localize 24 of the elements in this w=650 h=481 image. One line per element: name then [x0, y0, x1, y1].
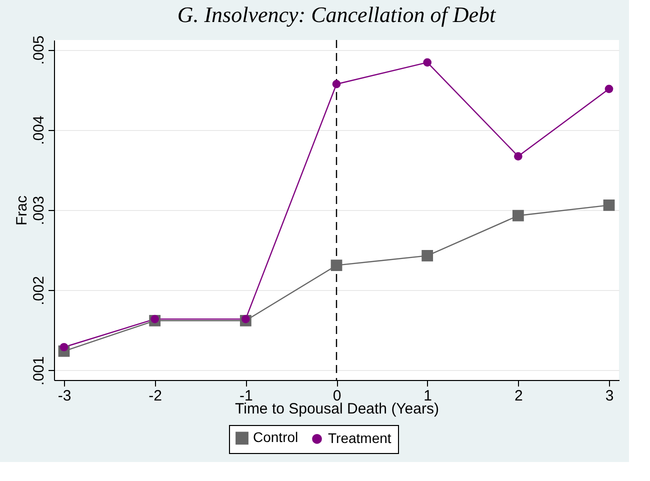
y-tick-label: .003	[30, 196, 48, 226]
y-axis-title: Frac	[14, 195, 30, 226]
point	[150, 314, 160, 324]
x-tick-label: 3	[605, 388, 614, 404]
x-tick-label: -2	[148, 388, 162, 404]
y-tick-label: .004	[30, 116, 48, 145]
point	[604, 84, 614, 94]
point	[422, 250, 434, 262]
y-tick-label: .001	[30, 356, 48, 386]
chart-title: G. Insolvency: Cancellation of Debt	[177, 2, 497, 28]
point	[60, 342, 68, 352]
point	[423, 58, 432, 67]
point	[330, 260, 342, 272]
point	[512, 210, 524, 222]
point	[514, 152, 522, 160]
legend-label: Control	[253, 429, 298, 446]
point	[332, 80, 341, 88]
x-tick-label: 2	[514, 388, 523, 404]
point	[603, 199, 615, 211]
y-tick-label: .005	[30, 36, 48, 65]
x-tick-label: -3	[58, 388, 72, 404]
y-tick-label: .002	[30, 276, 48, 306]
point	[241, 314, 250, 324]
legend-label: Treatment	[328, 430, 392, 446]
